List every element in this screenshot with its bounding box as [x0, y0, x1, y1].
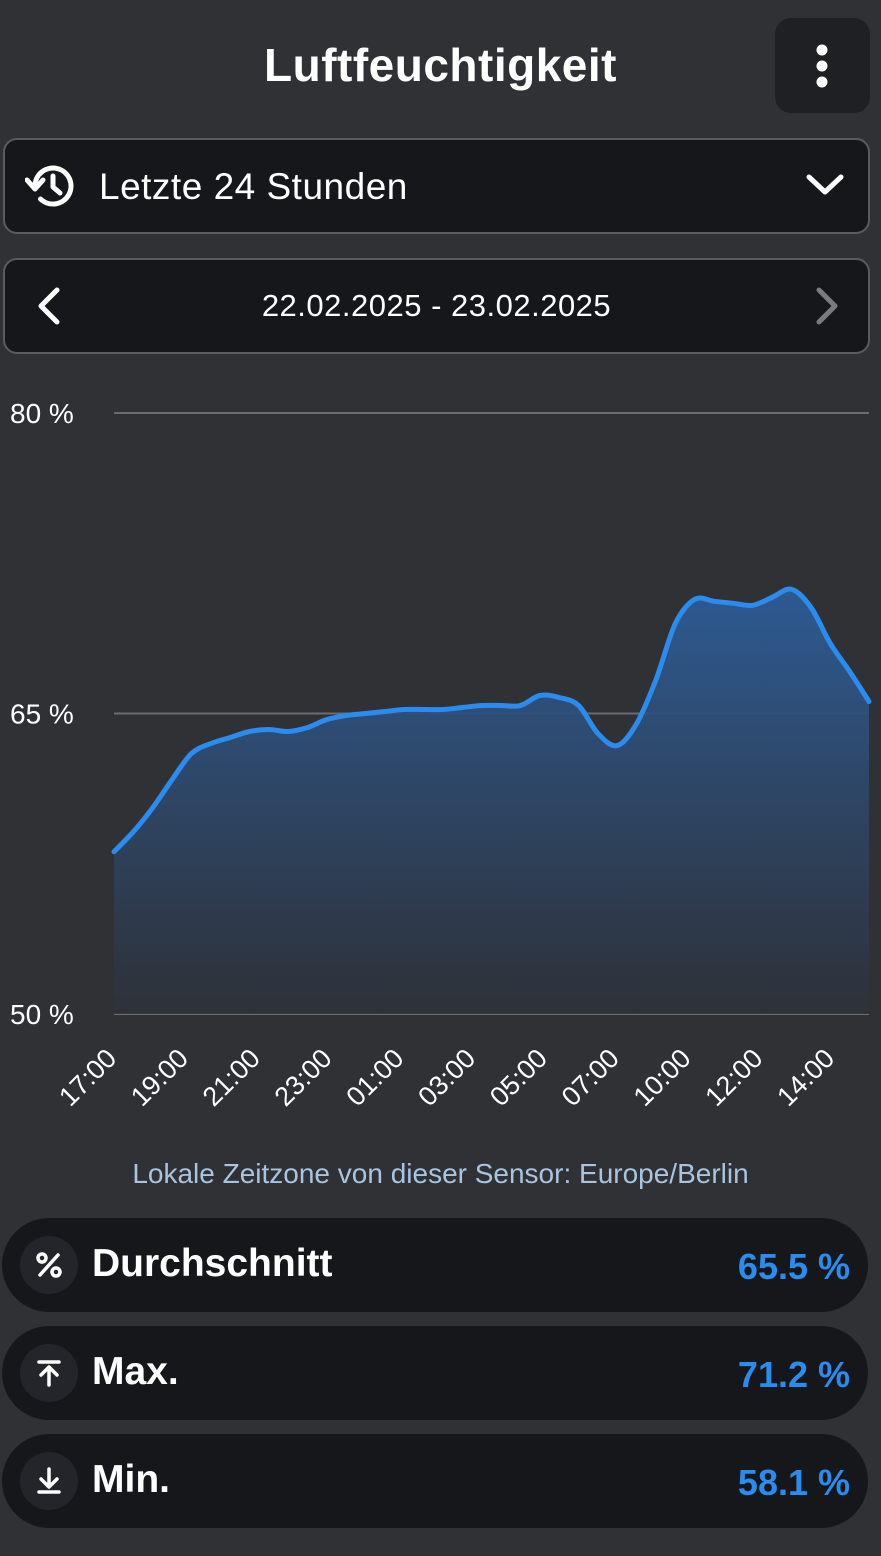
- date-range-navigator: 22.02.2025 - 23.02.2025: [3, 258, 870, 354]
- y-tick-label: 80 %: [10, 398, 74, 429]
- arrow-up-to-line-icon: [37, 1360, 61, 1387]
- y-tick-label: 50 %: [10, 999, 74, 1030]
- x-tick-label: 03:00: [412, 1043, 481, 1112]
- y-tick-label: 65 %: [10, 699, 74, 730]
- arrow-down-to-line-icon: [37, 1467, 61, 1494]
- stat-value: 71.2 %: [737, 1354, 850, 1395]
- stat-value: 65.5 %: [737, 1246, 850, 1287]
- stat-label: Max.: [92, 1350, 179, 1393]
- x-tick-label: 17:00: [53, 1043, 122, 1112]
- date-range-text: 22.02.2025 - 23.02.2025: [261, 288, 612, 323]
- x-tick-label: 07:00: [556, 1043, 625, 1112]
- chart-area-fill: [114, 589, 869, 1014]
- percent-icon: [36, 1252, 62, 1278]
- timezone-note: Lokale Zeitzone von dieser Sensor: Europ…: [132, 1158, 749, 1189]
- chevron-left-icon[interactable]: [33, 286, 65, 326]
- history-icon: [25, 165, 74, 207]
- x-tick-label: 23:00: [269, 1043, 338, 1112]
- x-tick-label: 01:00: [340, 1043, 409, 1112]
- chevron-right-icon[interactable]: [811, 286, 843, 326]
- humidity-chart: 80 % 65 % 50 % 17:00 19:00 21:00 23:00 01:00 03…: [10, 398, 872, 1112]
- x-tick-label: 21:00: [197, 1043, 266, 1112]
- stat-icon-badge: [20, 1236, 78, 1294]
- stat-label: Durchschnitt: [92, 1242, 333, 1285]
- x-tick-label: 05:00: [484, 1043, 553, 1112]
- x-tick-label: 14:00: [771, 1043, 840, 1112]
- stat-icon-badge: [20, 1344, 78, 1402]
- more-vertical-icon: [816, 44, 828, 88]
- stat-average: Durchschnitt 65.5 %: [2, 1218, 868, 1312]
- chevron-down-icon: [806, 174, 844, 195]
- stat-value: 58.1 %: [737, 1462, 850, 1503]
- stat-icon-badge: [20, 1452, 78, 1510]
- x-tick-label: 10:00: [628, 1043, 697, 1112]
- time-range-label: Letzte 24 Stunden: [99, 166, 408, 207]
- x-tick-label: 19:00: [125, 1043, 194, 1112]
- stat-label: Min.: [92, 1458, 170, 1501]
- page-title: Luftfeuchtigkeit: [264, 39, 617, 91]
- header: Luftfeuchtigkeit: [0, 0, 881, 130]
- time-range-select[interactable]: Letzte 24 Stunden: [3, 138, 870, 234]
- more-options-button[interactable]: [775, 18, 870, 113]
- stat-min: Min. 58.1 %: [2, 1434, 868, 1528]
- x-tick-label: 12:00: [699, 1043, 768, 1112]
- stat-max: Max. 71.2 %: [2, 1326, 868, 1420]
- chart-line: [111, 586, 872, 855]
